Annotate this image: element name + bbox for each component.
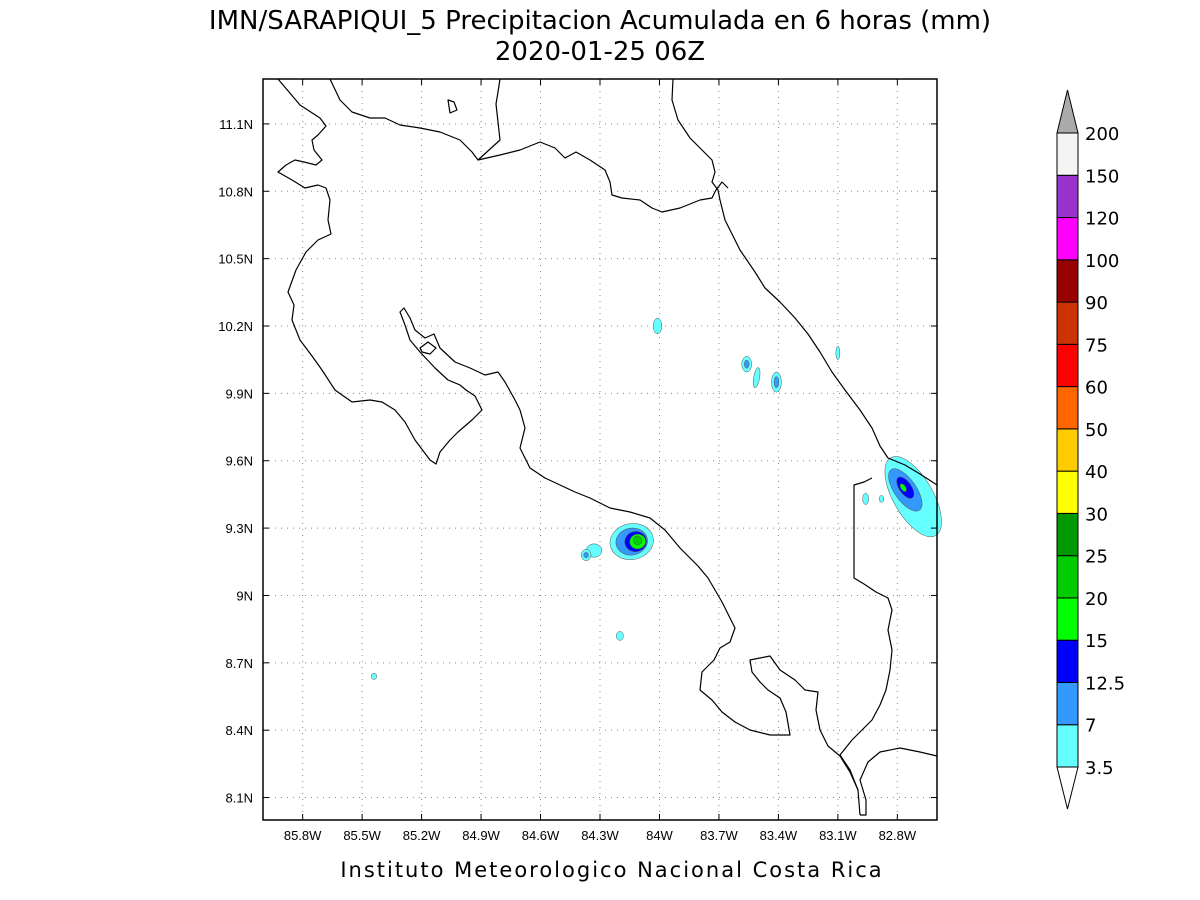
nicaragua-pacific-coast — [277, 78, 861, 816]
map-background — [263, 79, 937, 820]
colorbar-label: 7 — [1085, 716, 1096, 737]
precip-cell — [899, 483, 907, 492]
colorbar-label: 40 — [1085, 462, 1108, 483]
lake-nicaragua-shore — [329, 78, 501, 161]
lat-tick-label: 8.4N — [226, 723, 253, 738]
colorbar-box — [1056, 639, 1079, 683]
precip-cell — [752, 367, 761, 388]
lat-tick-label: 9N — [236, 588, 253, 603]
colorbar-box — [1056, 597, 1079, 641]
lat-tick-label: 10.8N — [218, 184, 253, 199]
map-subtitle-datetime: 2020-01-25 06Z — [495, 37, 705, 67]
precip-cell — [862, 493, 869, 505]
colorbar-under-triangle — [1056, 766, 1079, 810]
colorbar-label: 120 — [1085, 209, 1119, 230]
lon-tick-label: 83.1W — [819, 828, 857, 843]
axis-ticks: 85.8W 85.5W 85.2W 84.9W 84.6W 84.3W 84W 83.7W 83… — [218, 79, 937, 843]
colorbar-box — [1056, 259, 1079, 303]
precipitation-layer — [370, 317, 942, 680]
graticule — [263, 79, 937, 820]
precip-cell — [878, 495, 885, 503]
colorbar-box — [1056, 343, 1079, 388]
colorbar-label: 30 — [1085, 504, 1108, 525]
colorbar-box — [1056, 132, 1079, 176]
colorbar-box — [1056, 174, 1079, 219]
colorbar-label: 60 — [1085, 378, 1108, 399]
lat-tick-label: 8.7N — [226, 656, 253, 671]
colorbar-label: 50 — [1085, 420, 1108, 441]
lon-tick-label: 85.8W — [284, 828, 322, 843]
coastline-layer — [277, 78, 938, 816]
lon-tick-label: 84.6W — [522, 828, 560, 843]
precip-cell — [616, 631, 624, 641]
lon-tick-label: 84W — [646, 828, 673, 843]
colorbar-box — [1056, 428, 1079, 472]
colorbar-label: 12.5 — [1085, 673, 1125, 694]
northern-river-border — [477, 141, 729, 213]
colorbar-box — [1056, 681, 1079, 726]
colorbar-box — [1056, 555, 1079, 599]
lat-tick-label: 9.6N — [226, 454, 253, 469]
lon-tick-label: 83.4W — [760, 828, 798, 843]
colorbar-label: 15 — [1085, 631, 1108, 652]
colorbar-label: 90 — [1085, 293, 1108, 314]
colorbar-box — [1056, 386, 1079, 430]
lon-tick-label: 82.8W — [879, 828, 917, 843]
map-area: 85.8W 85.5W 85.2W 84.9W 84.6W 84.3W 84W 83.7W 83… — [218, 78, 942, 843]
lon-tick-label: 84.9W — [462, 828, 500, 843]
lon-tick-label: 85.2W — [403, 828, 441, 843]
colorbar-label: 200 — [1085, 124, 1119, 145]
lon-tick-label: 83.7W — [700, 828, 738, 843]
colorbar-box — [1056, 470, 1079, 514]
precip-colorbar: 3.5 7 12.5 15 20 25 30 40 50 60 75 90 100 120 150 200 — [1056, 89, 1125, 810]
lat-tick-label: 9.9N — [226, 386, 253, 401]
map-title: IMN/SARAPIQUI_5 Precipitacion Acumulada … — [209, 6, 991, 36]
lat-tick-label: 10.2N — [218, 319, 253, 334]
colorbar-label: 3.5 — [1085, 758, 1114, 779]
colorbar-box — [1056, 512, 1079, 557]
lon-tick-label: 85.5W — [343, 828, 381, 843]
lat-tick-label: 8.1N — [226, 791, 253, 806]
lat-tick-label: 10.5N — [218, 252, 253, 267]
precip-cell — [652, 317, 663, 335]
precip-cell — [835, 345, 841, 360]
nicoya-peninsula-island — [419, 341, 437, 355]
colorbar-label: 20 — [1085, 589, 1108, 610]
caribbean-coast — [671, 78, 938, 486]
colorbar-label: 150 — [1085, 166, 1119, 187]
precip-cell — [370, 672, 378, 680]
colorbar-label: 75 — [1085, 335, 1108, 356]
colorbar-box — [1056, 301, 1079, 345]
precip-cell — [744, 359, 750, 369]
lake-island — [447, 99, 458, 114]
colorbar-label: 25 — [1085, 547, 1108, 568]
panama-border — [839, 477, 938, 816]
precip-cell — [633, 535, 643, 546]
colorbar-label: 100 — [1085, 251, 1119, 272]
precip-cell — [583, 552, 589, 558]
colorbar-box — [1056, 217, 1079, 261]
credit-line: Instituto Meteorologico Nacional Costa R… — [340, 858, 883, 882]
colorbar-box — [1056, 724, 1079, 768]
lat-tick-label: 9.3N — [226, 521, 253, 536]
precip-cell — [773, 376, 780, 388]
colorbar-over-triangle — [1056, 89, 1079, 134]
lat-tick-label: 11.1N — [219, 117, 253, 132]
lon-tick-label: 84.3W — [581, 828, 619, 843]
